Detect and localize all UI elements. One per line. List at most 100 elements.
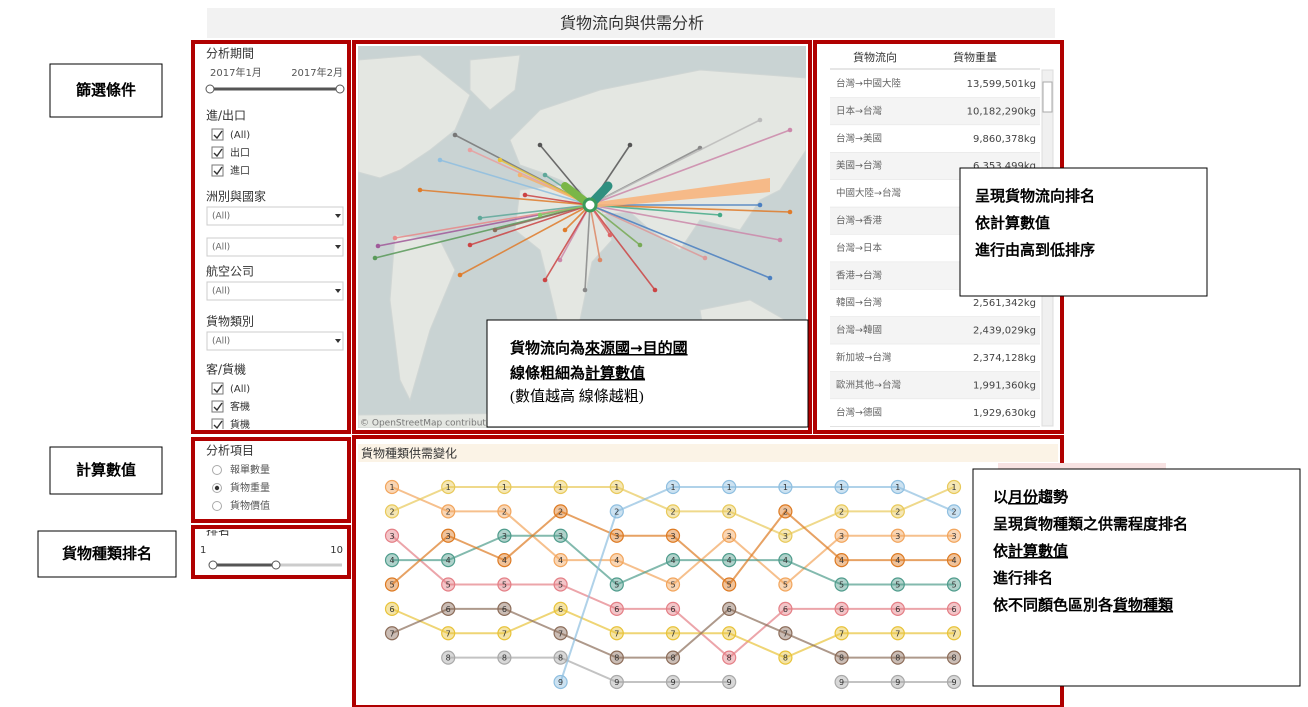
rank-label: 4 (951, 556, 956, 565)
flow-end (457, 272, 463, 278)
label: 分析項目 (206, 444, 254, 458)
scroll-thumb[interactable] (1042, 81, 1053, 113)
rank-dot (497, 626, 512, 641)
radio[interactable] (212, 501, 222, 511)
rank-dot (609, 479, 624, 495)
rank-label: 3 (839, 532, 844, 541)
rank-dot (384, 479, 400, 495)
rank-dot (609, 626, 624, 641)
callout-text: 貨物流向為來源國→目的國 (510, 339, 688, 357)
rank-dot (665, 626, 681, 641)
slider-handle[interactable] (205, 84, 215, 94)
flow-end (787, 209, 793, 215)
rank-label: 5 (951, 581, 956, 590)
rank-dot (778, 601, 793, 616)
checkbox[interactable] (211, 418, 224, 430)
flow-name: 香港→台灣 (836, 269, 882, 281)
rank-dot (384, 577, 400, 592)
rank-label: 8 (502, 654, 507, 663)
flow-line (589, 204, 721, 216)
rank-dot (665, 528, 681, 543)
check-mark (213, 130, 223, 140)
rank-label: 7 (670, 629, 675, 638)
rank-dot (497, 479, 512, 495)
rank-dot (890, 528, 905, 543)
checkbox[interactable] (211, 382, 224, 395)
flow-end (582, 287, 588, 293)
rank-dot (441, 479, 456, 495)
flow-name: 台灣→中國大陸 (836, 78, 901, 90)
checkbox[interactable] (211, 128, 224, 141)
flow-name: 中國大陸→台灣 (836, 187, 901, 199)
rank-label: 4 (446, 556, 451, 565)
rank-label: 3 (502, 532, 507, 541)
callout-segment: 進行由高到低排序 (975, 241, 1095, 259)
dashboard-title: 貨物流向與供需分析 (560, 14, 704, 33)
callout-segment: 貨物種類 (1113, 596, 1174, 614)
dropdown[interactable] (206, 331, 344, 351)
rank-dot (441, 528, 456, 543)
rank-label: 2 (670, 507, 675, 516)
rank-label: 8 (839, 654, 844, 663)
annotation-label: 篩選條件 (76, 81, 136, 99)
label: 進口 (230, 165, 250, 177)
label: (All) (230, 130, 250, 141)
rank-label: 4 (727, 556, 732, 565)
header-tag (998, 463, 1166, 471)
rank-label: 3 (895, 532, 900, 541)
flow-weight: 6,353,499kg (973, 161, 1036, 172)
dropdown[interactable] (206, 281, 344, 301)
rank-dot (553, 528, 568, 543)
flow-end (477, 215, 483, 221)
rank-label: 7 (727, 629, 732, 638)
rank-label: 3 (670, 532, 675, 541)
flow-end (537, 142, 543, 148)
flow-weight: 9,860,378kg (973, 134, 1036, 145)
rank-dot (497, 504, 512, 519)
table-row (830, 371, 1040, 400)
rank-label: 8 (951, 654, 956, 663)
flow-line (479, 204, 591, 219)
rank-line (392, 534, 954, 586)
radio[interactable] (212, 465, 222, 475)
checkbox[interactable] (211, 164, 224, 177)
dropdown[interactable] (206, 206, 344, 226)
rank-label: 5 (614, 581, 619, 590)
chart-header (358, 444, 1058, 462)
callout-segment: 呈現貨物種類之供需程度排名 (993, 515, 1188, 533)
rank-dot (834, 674, 849, 690)
rank-label: 5 (727, 581, 732, 590)
rank-dot (553, 626, 568, 641)
dropdown[interactable] (206, 237, 344, 257)
flow-end (557, 257, 563, 263)
flow-end (542, 277, 548, 283)
slider-handle[interactable] (271, 560, 281, 570)
rank-label: 1 (670, 483, 675, 492)
rank-dot (890, 601, 905, 616)
rank-label: 2 (446, 507, 451, 516)
checkbox[interactable] (211, 146, 224, 159)
callout-segment: 計算數值 (1008, 542, 1068, 560)
rank-dot (609, 528, 624, 543)
rank-dot (609, 577, 624, 592)
flow-line (589, 204, 706, 259)
slider-handle[interactable] (208, 560, 218, 570)
rank-dot (722, 504, 737, 519)
checkbox[interactable] (211, 400, 224, 413)
rank-label: 2 (614, 507, 619, 516)
callout-segment: 計算數值 (585, 364, 645, 382)
dropdown-arrow (335, 289, 341, 293)
rank-label: 5 (558, 581, 563, 590)
slider-handle[interactable] (335, 84, 345, 94)
column-header: 貨物流向 (853, 50, 897, 64)
rank-label: 7 (389, 629, 394, 638)
rank-dot (553, 479, 568, 495)
rank-dot (441, 577, 456, 592)
rank-dot (834, 626, 849, 641)
flow-end (522, 192, 528, 198)
rank-dot (553, 504, 568, 519)
rank-dot (497, 650, 512, 665)
label: 2017年2月 (291, 66, 343, 79)
